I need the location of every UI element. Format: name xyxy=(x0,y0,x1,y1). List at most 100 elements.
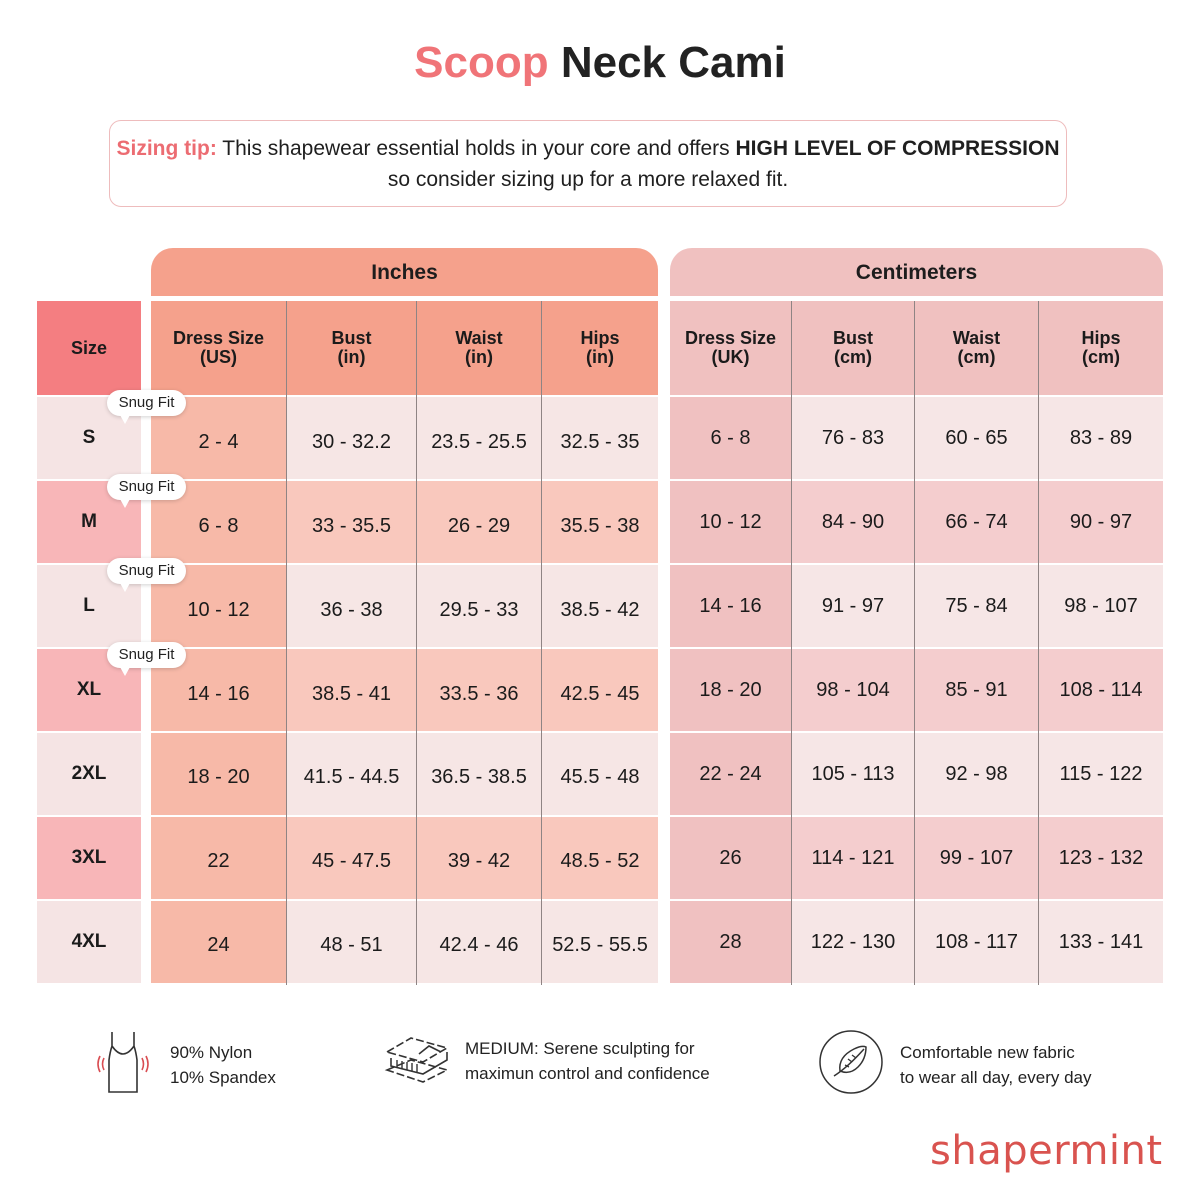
centimeters-value-cell: 60 - 65 xyxy=(915,397,1038,479)
column-divider xyxy=(541,301,542,985)
column-divider xyxy=(1038,301,1039,985)
size-column-header: Size xyxy=(37,301,141,395)
centimeters-value-cell: 28 xyxy=(670,901,791,983)
inches-value-cell: 52.5 - 55.5 xyxy=(542,901,658,983)
title-accent: Scoop xyxy=(414,38,549,87)
column-divider xyxy=(286,301,287,985)
centimeters-value-cell: 83 - 89 xyxy=(1039,397,1163,479)
centimeters-value-cell: 66 - 74 xyxy=(915,481,1038,563)
header-label: Hips xyxy=(1081,328,1121,348)
header-unit: (in) xyxy=(337,347,366,367)
sizing-tip-label: Sizing tip: xyxy=(116,137,217,160)
header-unit: (cm) xyxy=(1081,347,1120,367)
feature-material-line2: 10% Spandex xyxy=(170,1067,276,1087)
centimeters-value-cell: 98 - 104 xyxy=(792,649,914,731)
centimeters-value-cell: 108 - 114 xyxy=(1039,649,1163,731)
snug-fit-badge: Snug Fit xyxy=(107,390,186,424)
centimeters-value-cell: 18 - 20 xyxy=(670,649,791,731)
feature-compression-line2: maximun control and confidence xyxy=(465,1063,710,1083)
centimeters-column-header: Dress Size (UK) xyxy=(670,301,791,395)
inches-value-cell: 41.5 - 44.5 xyxy=(287,733,416,815)
size-label: 4XL xyxy=(37,901,141,983)
centimeters-value-cell: 76 - 83 xyxy=(792,397,914,479)
column-divider xyxy=(791,301,792,985)
centimeters-value-cell: 92 - 98 xyxy=(915,733,1038,815)
inches-value-cell: 24 xyxy=(151,901,286,983)
inches-value-cell: 45 - 47.5 xyxy=(287,817,416,899)
centimeters-value-cell: 22 - 24 xyxy=(670,733,791,815)
centimeters-value-cell: 99 - 107 xyxy=(915,817,1038,899)
inches-value-cell: 39 - 42 xyxy=(417,817,541,899)
inches-value-cell: 35.5 - 38 xyxy=(542,481,658,563)
inches-value-cell: 48.5 - 52 xyxy=(542,817,658,899)
centimeters-value-cell: 85 - 91 xyxy=(915,649,1038,731)
inches-value-cell: 26 - 29 xyxy=(417,481,541,563)
centimeters-value-cell: 10 - 12 xyxy=(670,481,791,563)
fabric-layers-icon xyxy=(383,1030,453,1091)
header-label: Bust xyxy=(331,328,372,348)
inches-value-cell: 22 xyxy=(151,817,286,899)
centimeters-value-cell: 122 - 130 xyxy=(792,901,914,983)
header-unit: (in) xyxy=(586,347,614,367)
centimeters-value-cell: 114 - 121 xyxy=(792,817,914,899)
inches-value-cell: 42.5 - 45 xyxy=(542,649,658,731)
header-label: Dress Size xyxy=(684,328,777,348)
feature-material: 90% Nylon 10% Spandex xyxy=(92,1030,276,1099)
header-unit: (UK) xyxy=(711,347,750,367)
header-unit: (cm) xyxy=(957,347,996,367)
snug-fit-badge: Snug Fit xyxy=(107,474,186,508)
centimeters-value-cell: 90 - 97 xyxy=(1039,481,1163,563)
sizing-tip-box: Sizing tip: This shapewear essential hol… xyxy=(109,120,1067,207)
inches-column-header: Waist (in) xyxy=(417,301,541,395)
centimeters-value-cell: 108 - 117 xyxy=(915,901,1038,983)
feature-material-line1: 90% Nylon xyxy=(170,1042,253,1062)
feature-compression-line1: MEDIUM: Serene sculpting for xyxy=(465,1038,695,1058)
inches-value-cell: 29.5 - 33 xyxy=(417,565,541,647)
centimeters-value-cell: 123 - 132 xyxy=(1039,817,1163,899)
header-label: Waist xyxy=(952,328,1001,348)
inches-value-cell: 33 - 35.5 xyxy=(287,481,416,563)
feature-compression: MEDIUM: Serene sculpting for maximun con… xyxy=(383,1030,710,1091)
header-unit: (cm) xyxy=(833,347,872,367)
inches-value-cell: 36 - 38 xyxy=(287,565,416,647)
size-label: 3XL xyxy=(37,817,141,899)
sizing-tip-text-2: so consider sizing up for a more relaxed… xyxy=(387,168,789,191)
feature-comfort: Comfortable new fabric to wear all day, … xyxy=(818,1029,1092,1100)
centimeters-value-cell: 98 - 107 xyxy=(1039,565,1163,647)
header-label: Waist xyxy=(455,328,503,348)
page-title: Scoop Neck Cami xyxy=(0,38,1200,88)
inches-value-cell: 42.4 - 46 xyxy=(417,901,541,983)
size-label: 2XL xyxy=(37,733,141,815)
brand-logo: shapermint xyxy=(930,1128,1163,1174)
centimeters-value-cell: 105 - 113 xyxy=(792,733,914,815)
centimeters-value-cell: 115 - 122 xyxy=(1039,733,1163,815)
header-label: Hips xyxy=(580,328,620,348)
inches-value-cell: 33.5 - 36 xyxy=(417,649,541,731)
centimeters-column-header: Bust (cm) xyxy=(792,301,914,395)
header-label: Dress Size xyxy=(172,328,265,348)
snug-fit-badge: Snug Fit xyxy=(107,642,186,676)
inches-value-cell: 36.5 - 38.5 xyxy=(417,733,541,815)
centimeters-value-cell: 6 - 8 xyxy=(670,397,791,479)
sizing-tip-text-1: This shapewear essential holds in your c… xyxy=(216,137,736,160)
group-header-centimeters: Centimeters xyxy=(670,248,1163,296)
inches-value-cell: 48 - 51 xyxy=(287,901,416,983)
inches-column-header: Hips (in) xyxy=(542,301,658,395)
inches-column-header: Bust (in) xyxy=(287,301,416,395)
group-header-inches: Inches xyxy=(151,248,658,296)
centimeters-value-cell: 14 - 16 xyxy=(670,565,791,647)
inches-value-cell: 32.5 - 35 xyxy=(542,397,658,479)
centimeters-column-header: Hips (cm) xyxy=(1039,301,1163,395)
inches-column-header: Dress Size (US) xyxy=(151,301,286,395)
header-unit: (in) xyxy=(465,347,493,367)
sizing-tip-bold: HIGH LEVEL OF COMPRESSION xyxy=(735,137,1060,160)
inches-value-cell: 38.5 - 42 xyxy=(542,565,658,647)
column-divider xyxy=(416,301,417,985)
title-rest: Neck Cami xyxy=(560,38,786,87)
inches-value-cell: 45.5 - 48 xyxy=(542,733,658,815)
feature-comfort-line1: Comfortable new fabric xyxy=(900,1042,1075,1062)
inches-value-cell: 38.5 - 41 xyxy=(287,649,416,731)
header-unit: (US) xyxy=(200,347,237,367)
header-label: Bust xyxy=(833,328,873,348)
inches-value-cell: 18 - 20 xyxy=(151,733,286,815)
